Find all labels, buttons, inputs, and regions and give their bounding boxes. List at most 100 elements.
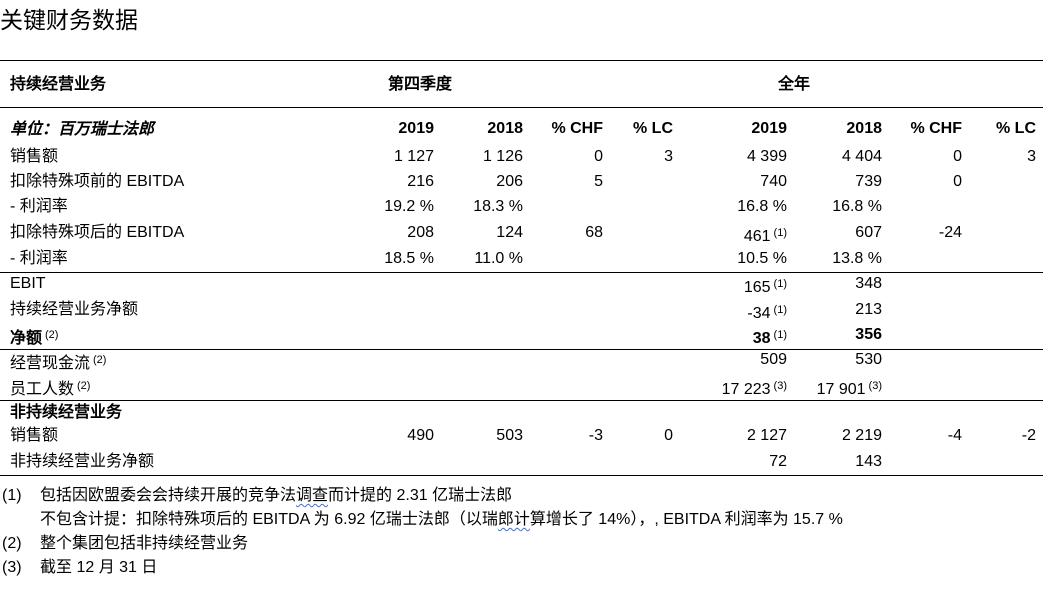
table-cell: 17 901 (3) (742, 376, 882, 400)
table-cell: 3 (896, 147, 1036, 167)
cell-value: 17 901 (816, 381, 866, 398)
table-cell: 68 (463, 223, 603, 243)
q4-header: 第四季度 (387, 76, 452, 93)
footnote-text-part: 而计提的 2.31 亿瑞士法郎 (328, 487, 513, 504)
table-cell: 16.8 % (647, 197, 787, 217)
table-cell: 18.5 % (294, 249, 434, 269)
table-cell: 16.8 % (742, 197, 882, 217)
cell-value: 1 126 (482, 148, 523, 165)
column-header: % LC (633, 120, 673, 137)
cell-value: -3 (588, 427, 603, 444)
table-cell: 2 219 (742, 426, 882, 446)
cell-value: 17 223 (721, 381, 771, 398)
cell-value: -24 (938, 224, 962, 241)
cell-value: 19.2 % (384, 198, 434, 215)
cell-value: 607 (855, 224, 882, 241)
footnote-ref: (1) (773, 329, 787, 341)
column-header: 2019 (398, 120, 434, 137)
column-header: 2018 (846, 120, 882, 137)
footnote-ref: (3) (868, 380, 882, 392)
page-title: 关键财务数据 (0, 8, 138, 34)
table-cell: 0 (533, 426, 673, 446)
table-cell: 0 (463, 147, 603, 167)
table-cell: 740 (647, 172, 787, 192)
row-label: 非持续经营业务 (10, 403, 122, 423)
table-cell: -4 (822, 426, 962, 446)
cell-value: 530 (855, 351, 882, 368)
cell-value: 490 (407, 427, 434, 444)
row-label-text: 净额 (10, 330, 43, 347)
table-cell: 490 (294, 426, 434, 446)
cell-value: 213 (855, 301, 882, 318)
footnote-text-part: 算增长了 14%），, EBITDA 利润率为 15.7 % (529, 511, 843, 528)
table-cell: 13.8 % (742, 249, 882, 269)
table-cell: 4 399 (647, 147, 787, 167)
row-label: 扣除特殊项前的 EBITDA (10, 172, 184, 192)
table-cell: 18.3 % (383, 197, 523, 217)
cell-value: 739 (855, 173, 882, 190)
divider-discontinued (0, 400, 1043, 401)
cell-value: 10.5 % (737, 250, 787, 267)
table-cell: 38 (1) (647, 325, 787, 349)
cell-value: 4 404 (841, 148, 882, 165)
footnote-ref: (2) (45, 329, 59, 341)
cell-value: 13.8 % (832, 250, 882, 267)
cell-value: 18.5 % (384, 250, 434, 267)
table-cell: 2 127 (647, 426, 787, 446)
table-cell: 4 404 (742, 147, 882, 167)
cell-value: 165 (743, 279, 771, 296)
row-label-text: 扣除特殊项前的 EBITDA (10, 173, 185, 190)
footnote-text: 包括因欧盟委会会持续开展的竞争法调查而计提的 2.31 亿瑞士法郎 (40, 486, 512, 506)
table-cell: 17 223 (3) (647, 376, 787, 400)
row-label-text: 非持续经营业务净额 (10, 453, 155, 470)
row-label: 销售额 (10, 426, 58, 446)
column-header: % LC (996, 120, 1036, 137)
table-cell: 19.2 % (294, 197, 434, 217)
table-cell: -2 (896, 426, 1036, 446)
column-header: % CHF (910, 120, 962, 137)
row-label: 员工人数 (2) (10, 376, 90, 400)
cell-value: 0 (594, 148, 603, 165)
footnote-number: (2) (2, 535, 22, 552)
row-label: EBIT (10, 274, 46, 294)
row-label-text: 员工人数 (10, 381, 75, 398)
cell-value: 2 219 (841, 427, 882, 444)
table-cell: 739 (742, 172, 882, 192)
cell-value: 143 (855, 453, 882, 470)
row-label-text: - 利润率 (10, 198, 68, 215)
table-cell: 10.5 % (647, 249, 787, 269)
divider-top (0, 60, 1043, 61)
footnote-ref: (1) (773, 227, 787, 239)
footnote-ref: (1) (773, 278, 787, 290)
table-cell: 72 (647, 452, 787, 472)
table-cell: 5 (463, 172, 603, 192)
cell-value: 0 (664, 427, 673, 444)
cell-value: 4 399 (746, 148, 787, 165)
table-cell: 348 (742, 274, 882, 294)
cell-value: 0 (953, 173, 962, 190)
table-cell: 165 (1) (647, 274, 787, 298)
footnote-text: 截至 12 月 31 日 (40, 558, 157, 578)
cell-value: 2 127 (746, 427, 787, 444)
cell-value: 124 (496, 224, 523, 241)
row-label: - 利润率 (10, 249, 68, 269)
table-cell: 530 (742, 350, 882, 370)
cell-value: 206 (496, 173, 523, 190)
column-header: 2018 (487, 120, 523, 137)
row-label: 非持续经营业务净额 (10, 452, 154, 472)
row-label: - 利润率 (10, 197, 68, 217)
footnote-ref: (1) (773, 304, 787, 316)
cell-value: 11.0 % (474, 250, 523, 267)
column-header: 2019 (751, 120, 787, 137)
cell-value: -34 (747, 305, 771, 322)
table-cell: 1 126 (383, 147, 523, 167)
cell-value: 3 (664, 148, 673, 165)
cell-value: 740 (760, 173, 787, 190)
row-label: 扣除特殊项后的 EBITDA (10, 223, 184, 243)
cell-value: -4 (947, 427, 962, 444)
section-label-continuing: 持续经营业务 (10, 76, 107, 93)
footnote-number: (3) (2, 559, 22, 576)
row-label-text: 经营现金流 (10, 355, 91, 372)
footnote-text: 不包含计提：扣除特殊项后的 EBITDA 为 6.92 亿瑞士法郎（以瑞郎计算增… (40, 510, 843, 530)
cell-value: 68 (585, 224, 603, 241)
